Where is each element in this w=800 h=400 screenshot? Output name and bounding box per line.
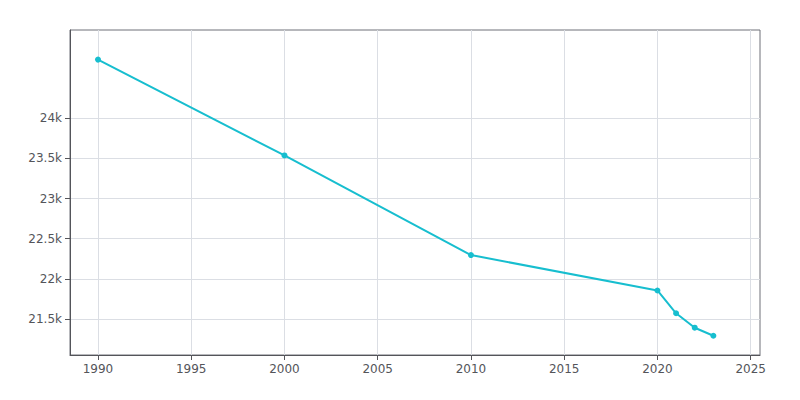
svg-text:23k: 23k xyxy=(40,192,62,206)
svg-text:22k: 22k xyxy=(40,272,62,286)
svg-text:2015: 2015 xyxy=(549,362,580,376)
svg-text:2025: 2025 xyxy=(735,362,766,376)
svg-text:2020: 2020 xyxy=(642,362,673,376)
svg-text:2010: 2010 xyxy=(456,362,487,376)
svg-text:22.5k: 22.5k xyxy=(28,232,62,246)
svg-text:23.5k: 23.5k xyxy=(28,151,62,165)
svg-text:2000: 2000 xyxy=(269,362,300,376)
svg-text:1995: 1995 xyxy=(176,362,207,376)
svg-text:2005: 2005 xyxy=(362,362,393,376)
svg-text:1990: 1990 xyxy=(83,362,114,376)
svg-text:24k: 24k xyxy=(40,111,62,125)
svg-text:21.5k: 21.5k xyxy=(28,312,62,326)
